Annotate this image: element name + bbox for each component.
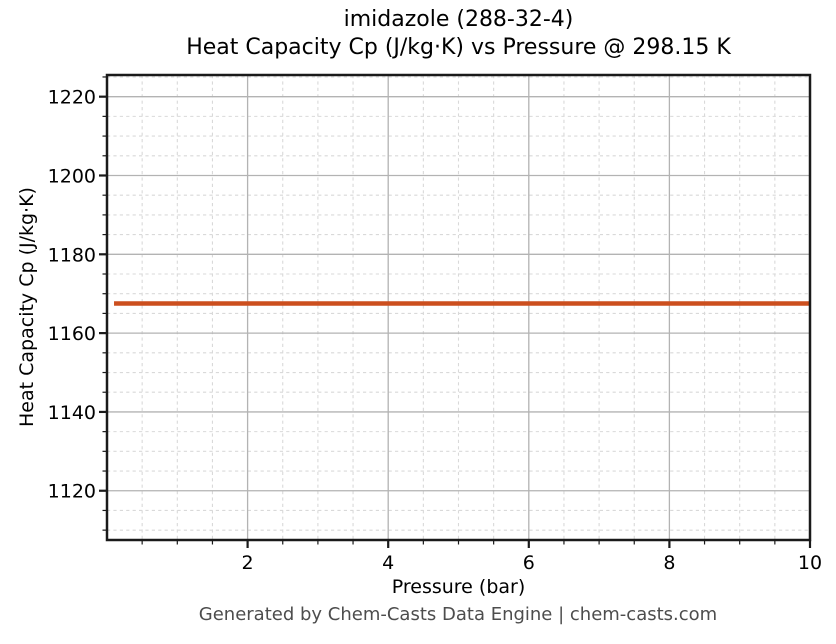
y-tick-label: 1180 [48, 244, 96, 266]
x-axis-label: Pressure (bar) [391, 576, 526, 598]
x-tick-label: 2 [242, 552, 254, 574]
tick-labels: 2 4 6 8 10 1120 1140 1160 1180 1200 1220 [48, 87, 822, 574]
x-tick-label: 4 [382, 552, 394, 574]
watermark-footer-text: Generated by Chem-Casts Data Engine | ch… [198, 604, 718, 625]
y-tick-label: 1200 [48, 165, 96, 187]
x-tick-label: 6 [523, 552, 535, 574]
y-tick-label: 1140 [48, 402, 96, 424]
x-tick-label: 8 [663, 552, 675, 574]
axis-ticks [99, 76, 812, 548]
x-tick-label: 10 [798, 552, 822, 574]
y-axis-label: Heat Capacity Cp (J/kg·K) [16, 187, 38, 427]
grid-minor [107, 75, 810, 540]
y-tick-label: 1120 [48, 481, 96, 503]
y-tick-label: 1160 [48, 323, 96, 345]
y-tick-label: 1220 [48, 87, 96, 109]
chart-title: imidazole (288-32-4) Heat Capacity Cp (J… [186, 7, 731, 60]
